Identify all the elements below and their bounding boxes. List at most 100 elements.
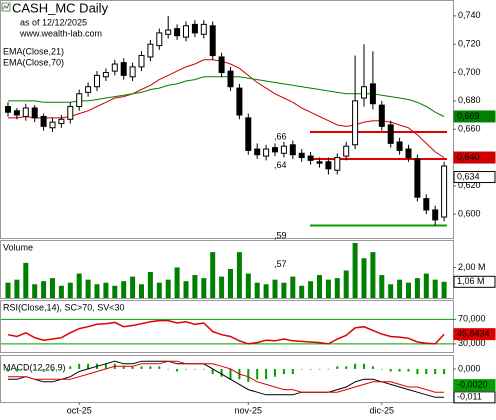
value-box-label: -0,0020 xyxy=(457,379,488,389)
histogram-bar xyxy=(33,368,36,370)
candle-body xyxy=(289,144,296,156)
candle-body xyxy=(49,121,56,129)
volume-bar xyxy=(236,252,242,298)
histogram-bar xyxy=(389,368,392,372)
value-box xyxy=(453,379,496,392)
y-tick-label: 0,680 xyxy=(458,95,481,105)
value-box-label: 45,8434 xyxy=(457,329,490,339)
annotation: ,64 xyxy=(274,160,287,170)
candle-body xyxy=(22,107,29,117)
histogram-bar xyxy=(7,368,9,372)
candle-body xyxy=(31,107,38,119)
volume-bar xyxy=(41,281,47,298)
volume-bar xyxy=(201,278,207,298)
y-tick-label: 2,00 M xyxy=(458,262,486,272)
histogram-bar xyxy=(229,368,232,380)
candle-body xyxy=(272,147,278,153)
histogram-bar xyxy=(318,368,321,370)
histogram-bar xyxy=(380,368,383,370)
value-box xyxy=(453,110,496,123)
candle-body xyxy=(432,209,439,221)
histogram-bar xyxy=(354,363,357,369)
volume-bar xyxy=(14,279,20,298)
candle-body xyxy=(414,158,421,198)
volume-bar xyxy=(156,282,162,298)
volume-bar xyxy=(219,276,225,298)
candle-body xyxy=(352,100,359,146)
histogram-bar xyxy=(24,368,27,370)
histogram-bar xyxy=(300,368,303,370)
rsi-line xyxy=(7,319,445,345)
volume-bar xyxy=(58,285,64,298)
histogram-bar xyxy=(60,368,63,370)
legend-entry: EMA(Close,21) xyxy=(3,46,64,56)
volume-bar xyxy=(370,252,376,298)
candle-body xyxy=(316,161,323,164)
histogram-bar xyxy=(247,368,250,382)
macd-line xyxy=(8,360,445,393)
histogram-bar xyxy=(15,368,18,372)
volume-bar xyxy=(272,279,278,298)
volume-bar xyxy=(254,282,260,298)
macd-panel xyxy=(0,355,454,403)
candle-body xyxy=(423,198,430,211)
histogram-bar xyxy=(131,366,134,369)
histogram-bar xyxy=(398,368,401,372)
volume-bar xyxy=(192,275,198,298)
candle-body xyxy=(102,72,109,78)
candle-body xyxy=(405,148,412,159)
volume-bar xyxy=(183,281,189,298)
y-tick-label: 0,740 xyxy=(458,10,481,20)
annotation: ,59 xyxy=(274,231,287,241)
histogram-bar xyxy=(407,368,410,372)
histogram-bar xyxy=(265,368,268,380)
value-box-label: 0,669 xyxy=(457,111,480,121)
value-box-label: -0,011 xyxy=(457,392,482,402)
candle-body xyxy=(58,118,65,125)
macd-line xyxy=(8,360,445,398)
histogram-bar xyxy=(256,368,259,380)
candle-body xyxy=(138,55,145,68)
panel-title: RSI(Close,14), SC>70, SV<30 xyxy=(3,302,125,312)
candle-body xyxy=(369,83,376,105)
histogram-bar xyxy=(336,366,339,369)
value-box-label: 1,06 M xyxy=(457,276,485,286)
histogram-bar xyxy=(291,368,294,375)
volume-bar xyxy=(406,282,411,298)
legend-entry: EMA(Close,70) xyxy=(3,57,64,67)
panel-title: Volume xyxy=(3,242,33,252)
candle-body xyxy=(280,145,287,154)
candle-body xyxy=(378,104,385,127)
x-tick-label: oct-25 xyxy=(67,405,92,415)
volume-bar xyxy=(388,284,394,298)
histogram-bar xyxy=(443,368,446,375)
histogram-bar xyxy=(104,363,107,369)
volume-bar xyxy=(50,278,55,298)
volume-bar xyxy=(397,279,403,298)
histogram-bar xyxy=(202,368,205,370)
histogram-bar xyxy=(363,363,365,369)
volume-bar xyxy=(263,284,269,298)
y-tick-label: 0,620 xyxy=(458,180,481,190)
candle-body xyxy=(191,23,198,34)
histogram-bar xyxy=(122,366,125,369)
y-tick-label: 70,000 xyxy=(458,314,486,324)
histogram-bar xyxy=(185,368,187,370)
candle-body xyxy=(120,62,127,76)
candle-body xyxy=(156,32,163,47)
y-tick-label: 0,700 xyxy=(458,67,481,77)
histogram-bar xyxy=(371,366,374,369)
candle-body xyxy=(361,86,367,99)
volume-bar xyxy=(317,275,322,298)
histogram-bar xyxy=(140,366,143,369)
volume-bar xyxy=(85,279,91,298)
histogram-bar xyxy=(345,366,348,369)
candle-body xyxy=(387,124,394,144)
candle-body xyxy=(85,86,92,93)
candle-body xyxy=(129,66,136,78)
candle-body xyxy=(254,148,261,156)
volume-bar xyxy=(210,252,216,298)
volume-bar xyxy=(94,284,100,298)
